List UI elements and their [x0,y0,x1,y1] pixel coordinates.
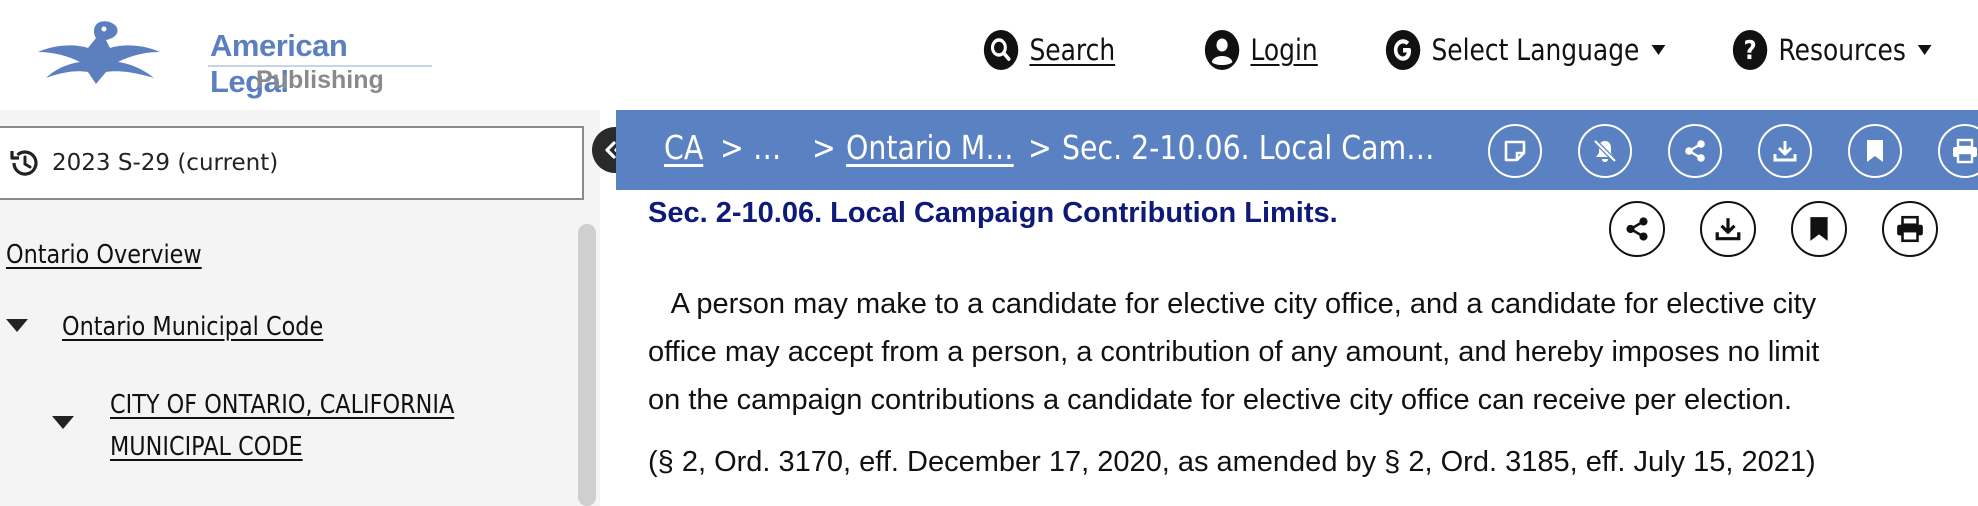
logo-title: American Legal [210,28,348,99]
search-label: Search [1029,33,1116,67]
toc-item-ontario-municipal-code[interactable]: Ontario Municipal Code [62,312,324,342]
version-selector[interactable]: 2023 S-29 (current) [0,126,584,200]
breadcrumb-separator: > [1028,128,1052,167]
user-icon [1204,30,1240,70]
toc-item-city-of-ontario-line2[interactable]: MUNICIPAL CODE [110,432,303,462]
download-icon [1773,141,1797,162]
paragraph-line: office may accept from a person, a contr… [648,336,1820,368]
eagle-logo-icon [38,21,160,84]
print-bar-button[interactable] [1938,124,1978,178]
print-section-button[interactable] [1882,201,1938,257]
logo-subtitle: Publishing [256,66,384,94]
download-icon [1715,218,1741,241]
notifications-off-icon [1593,139,1617,163]
svg-text:?: ? [1744,34,1757,65]
bookmark-icon [1810,217,1828,241]
breadcrumb-ontario[interactable]: Ontario M… [846,128,1014,167]
bookmark-section-button[interactable] [1791,201,1847,257]
google-translate-icon [1385,30,1421,70]
share-bar-button[interactable] [1668,124,1722,178]
caret-down-icon [1917,45,1932,55]
version-label: 2023 S-29 (current) [52,150,279,176]
breadcrumb-separator: > [720,128,744,167]
expand-triangle-icon[interactable] [52,416,74,429]
breadcrumb-current-section: Sec. 2-10.06. Local Cam… [1062,128,1435,167]
print-icon [1897,215,1923,243]
annotation-icon [1504,140,1526,162]
download-bar-button[interactable] [1758,124,1812,178]
share-section-button[interactable] [1609,201,1665,257]
breadcrumb-ca[interactable]: CA [664,128,704,167]
share-icon [1626,217,1648,241]
resources-label: Resources [1778,33,1906,67]
search-link[interactable]: Search [983,28,1115,72]
print-icon [1953,138,1977,164]
bookmark-bar-button[interactable] [1848,124,1902,178]
breadcrumb-separator: > [812,128,836,167]
language-select[interactable]: Select Language [1385,28,1666,72]
paragraph-line: on the campaign contributions a candidat… [648,384,1793,416]
notifications-button[interactable] [1578,124,1632,178]
history-icon [10,150,38,176]
language-label: Select Language [1431,33,1640,67]
section-title: Sec. 2-10.06. Local Campaign Contributio… [648,197,1338,229]
logo-divider [208,65,432,67]
expand-triangle-icon[interactable] [6,319,28,332]
toc-sidebar: 2023 S-29 (current) Ontario Overview Ont… [0,110,600,506]
bookmark-icon [1867,140,1883,162]
sidebar-scrollbar-thumb[interactable] [578,224,596,506]
login-label: Login [1250,33,1318,67]
section-history-note: (§ 2, Ord. 3170, eff. December 17, 2020,… [648,446,1816,478]
breadcrumb-bar: CA > … > Ontario M… > Sec. 2-10.06. Loca… [616,110,1978,190]
help-icon: ? [1732,30,1768,70]
download-section-button[interactable] [1700,201,1756,257]
toc-item-ontario-overview[interactable]: Ontario Overview [6,240,202,270]
annotate-button[interactable] [1488,124,1542,178]
caret-down-icon [1651,45,1666,55]
breadcrumb-ellipsis[interactable]: … [753,128,782,167]
toc-item-city-of-ontario-line1[interactable]: CITY OF ONTARIO, CALIFORNIA [110,390,455,420]
search-icon [983,30,1019,70]
american-legal-logo[interactable]: American Legal Publishing [36,14,432,99]
resources-menu[interactable]: ? Resources [1732,28,1932,72]
login-link[interactable]: Login [1204,28,1318,72]
section-body: A person may make to a candidate for ele… [648,280,1948,424]
top-header: American Legal Publishing Search Login S… [0,0,1978,110]
share-icon [1685,140,1705,162]
paragraph-line: A person may make to a candidate for ele… [648,288,1817,320]
